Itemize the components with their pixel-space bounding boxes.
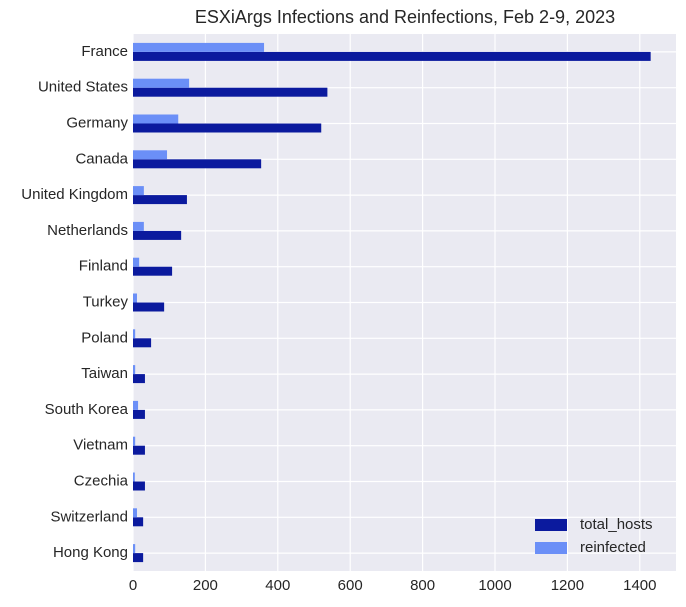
y-tick-label: Taiwan xyxy=(81,365,128,382)
bar xyxy=(133,374,145,384)
bar xyxy=(133,400,139,410)
bar xyxy=(133,123,322,133)
x-tick-label: 1000 xyxy=(478,577,511,594)
bar xyxy=(133,51,651,61)
legend-label: total_hosts xyxy=(580,516,653,533)
y-tick-label: France xyxy=(81,43,128,60)
y-tick-label: Switzerland xyxy=(50,508,128,525)
bar xyxy=(133,159,262,169)
bar xyxy=(133,78,190,88)
bar xyxy=(133,150,168,160)
bar xyxy=(133,114,179,124)
y-tick-label: Czechia xyxy=(74,472,129,489)
x-tick-label: 400 xyxy=(265,577,290,594)
bar xyxy=(133,517,144,527)
y-tick-label: Germany xyxy=(66,114,128,131)
y-tick-label: Canada xyxy=(75,150,128,167)
y-tick-label: Hong Kong xyxy=(53,544,128,561)
bar xyxy=(133,186,144,196)
y-tick-label: Netherlands xyxy=(47,222,128,239)
bar xyxy=(133,42,265,52)
x-tick-label: 200 xyxy=(193,577,218,594)
legend-swatch xyxy=(535,519,567,531)
x-tick-label: 0 xyxy=(129,577,137,594)
bar xyxy=(133,544,136,554)
bar xyxy=(133,257,140,267)
bar xyxy=(133,436,136,446)
y-tick-label: Vietnam xyxy=(73,437,128,454)
bar xyxy=(133,329,136,339)
bar xyxy=(133,87,328,97)
bar xyxy=(133,553,144,563)
bar xyxy=(133,445,145,455)
bar xyxy=(133,472,135,482)
bar xyxy=(133,302,165,312)
bar xyxy=(133,293,137,303)
y-tick-label: Turkey xyxy=(83,293,129,310)
bar xyxy=(133,230,182,240)
bar xyxy=(133,481,145,491)
x-tick-label: 1200 xyxy=(551,577,584,594)
x-tick-label: 1400 xyxy=(623,577,656,594)
bar xyxy=(133,365,136,375)
x-tick-label: 800 xyxy=(410,577,435,594)
legend-label: reinfected xyxy=(580,539,646,556)
bar xyxy=(133,266,173,276)
bar xyxy=(133,221,144,231)
y-tick-label: United Kingdom xyxy=(21,186,128,203)
x-tick-label: 600 xyxy=(338,577,363,594)
y-tick-label: Finland xyxy=(79,258,128,275)
chart-title: ESXiArgs Infections and Reinfections, Fe… xyxy=(195,7,615,27)
bar xyxy=(133,195,187,205)
y-tick-label: South Korea xyxy=(45,401,129,418)
legend-swatch xyxy=(535,542,567,554)
y-tick-label: United States xyxy=(38,79,128,96)
y-tick-label: Poland xyxy=(81,329,128,346)
bar xyxy=(133,409,145,419)
bar xyxy=(133,508,137,518)
bar xyxy=(133,338,152,348)
